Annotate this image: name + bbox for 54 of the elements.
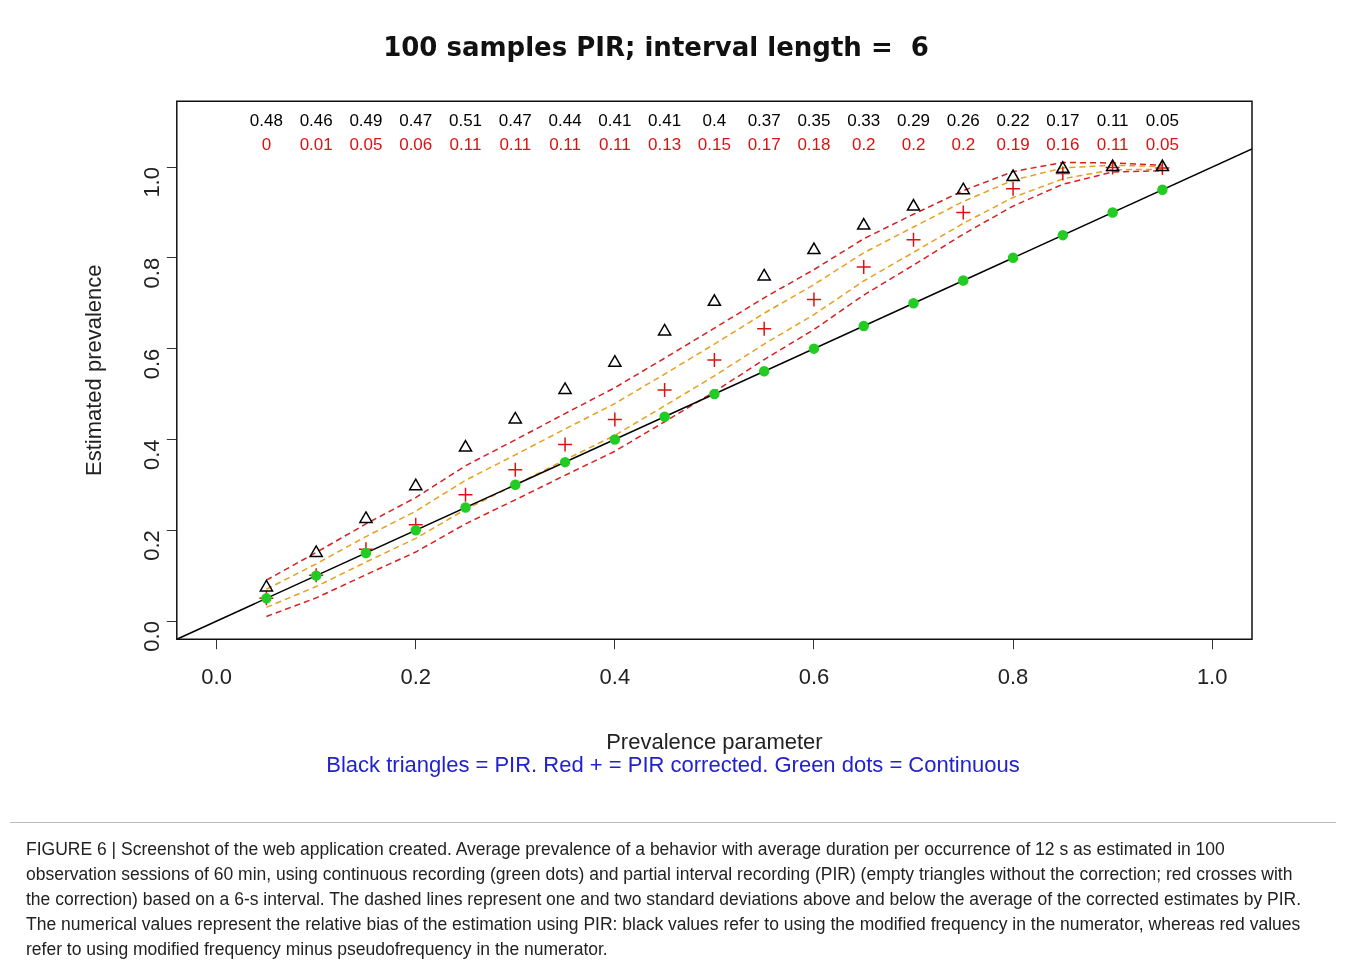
y-tick-label: 1.0 (138, 167, 164, 198)
y-tick-label: 0.0 (138, 621, 164, 652)
x-tick-label: 0.2 (400, 664, 432, 690)
x-tick-label: 0.4 (599, 664, 631, 690)
annotation: 0.51 (448, 110, 483, 130)
annotation: 0.15 (697, 134, 731, 154)
annotation: 0.37 (747, 110, 781, 130)
annotation: 0.46 (299, 110, 333, 130)
annotation: 0.35 (797, 110, 831, 130)
annotation: 0.33 (847, 110, 881, 130)
x-tick-label: 0.0 (201, 664, 232, 690)
annotation: 0.29 (896, 110, 931, 130)
annotation: 0.11 (499, 134, 532, 154)
annotation: 0.11 (549, 134, 581, 154)
annotation: 0.2 (951, 134, 976, 154)
annotation: 0 (261, 134, 272, 154)
chart-title: 100 samples PIR; interval length = 6 (383, 32, 929, 63)
x-tick-label: 0.8 (997, 664, 1029, 690)
caption: FIGURE 6 | Screenshot of the web application created. Average prevalence of a behavior with average duration per occurrence of 12 s as estimated in 100 observation sessions of 60 min, using continuous recording (green dots) and partial interval recording (PIR) (empty triangles without the correction; red crosses with the correction) based on a 6-s interval. The dashed lines represent one and two standard deviations above and below the average of the corrected estimates by PIR. The numerical values represent the relative bias of the estimation using PIR: black values refer to using the modified frequency in the numerator, whereas red values refer to using modified frequency minus pseudofrequency in the numerator. (10, 822, 1336, 961)
annotation: 0.4 (702, 110, 727, 130)
y-tick-label: 0.4 (138, 439, 164, 471)
annotation: 0.17 (747, 134, 781, 154)
annotation: 0.41 (598, 110, 632, 130)
x-axis-title: Prevalence parameter (606, 728, 823, 754)
y-tick-label: 0.6 (138, 348, 164, 380)
annotation: 0.47 (399, 110, 433, 130)
annotation: 0.17 (1046, 110, 1080, 130)
annotation: 0.11 (1096, 134, 1129, 154)
annotation: 0.19 (996, 134, 1030, 154)
annotation: 0.11 (449, 134, 482, 154)
annotation: 0.22 (996, 110, 1030, 130)
annotation: 0.41 (648, 110, 682, 130)
y-tick-label: 0.2 (138, 530, 164, 561)
annotation: 0.44 (548, 110, 582, 130)
annotation: 0.49 (349, 110, 383, 130)
annotation: 0.05 (1145, 110, 1179, 130)
annotation: 0.2 (901, 134, 926, 154)
annotation: 0.2 (851, 134, 876, 154)
annotation: 0.47 (498, 110, 532, 130)
x-tick-label: 0.6 (798, 664, 830, 690)
annotation: 0.13 (648, 134, 682, 154)
annotation: 0.11 (1096, 110, 1129, 130)
annotation: 0.11 (598, 134, 631, 154)
x-tick-label: 1.0 (1196, 664, 1228, 690)
annotation: 0.05 (1145, 134, 1179, 154)
annotation: 0.18 (797, 134, 831, 154)
y-tick-label: 0.8 (138, 257, 164, 289)
annotation: 0.48 (249, 110, 283, 130)
annotation: 0.06 (399, 134, 433, 154)
y-axis-title: Estimated prevalence (81, 264, 107, 476)
annotation: 0.05 (349, 134, 383, 154)
annotation: 0.26 (946, 110, 980, 130)
annotation: 0.16 (1046, 134, 1080, 154)
annotation: 0.01 (299, 134, 333, 154)
